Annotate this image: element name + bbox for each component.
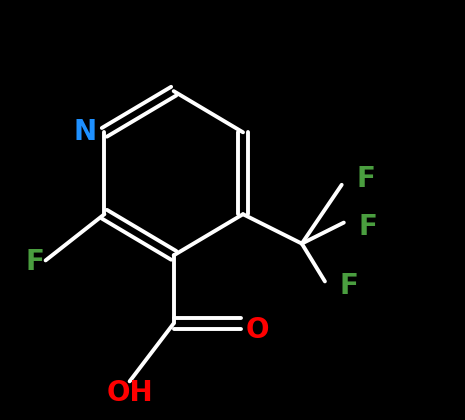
Text: F: F: [359, 213, 378, 241]
Text: N: N: [74, 118, 97, 146]
Text: F: F: [26, 249, 45, 276]
Text: F: F: [356, 165, 375, 192]
Text: O: O: [246, 316, 269, 344]
Text: F: F: [339, 272, 359, 299]
Text: OH: OH: [106, 379, 153, 407]
